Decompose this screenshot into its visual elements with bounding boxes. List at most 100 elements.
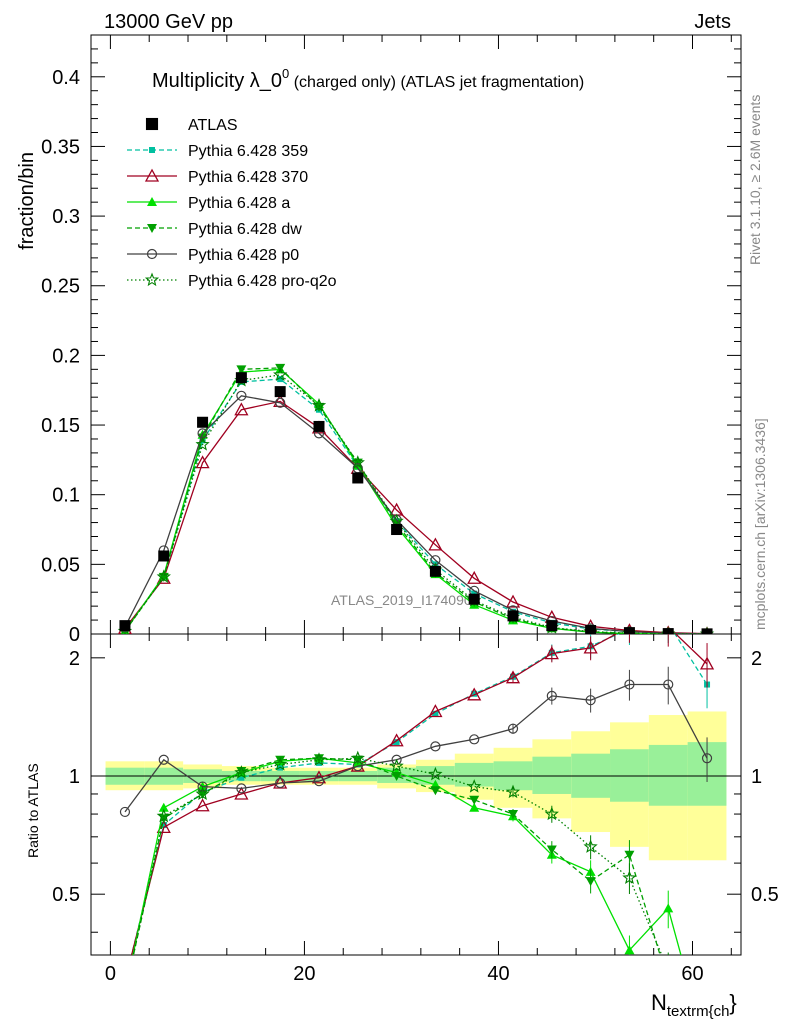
atlas-data-point [313, 420, 325, 432]
series-5-ratio-point [467, 779, 482, 793]
legend-marker [147, 197, 157, 206]
series-1-ratio-line [130, 634, 708, 955]
ratio-band-inner [416, 766, 455, 785]
y-tick-label: 0 [69, 624, 80, 646]
ratio-tick-label-left: 0.5 [52, 884, 80, 906]
series-4-ratio-point [158, 754, 169, 765]
ratio-band-inner [610, 749, 649, 802]
series-3-ratio-line [132, 757, 661, 955]
series-1-ratio-point [195, 798, 210, 812]
series-1-main-point [467, 570, 482, 584]
series-2-ratio-point [158, 802, 169, 812]
series-5-ratio-point [583, 839, 598, 853]
series-3-ratio-point [624, 850, 635, 860]
mcplots-label: mcplots.cern.ch [arXiv:1306.3436] [752, 418, 768, 630]
atlas-data-point [197, 416, 209, 428]
series-4-ratio-point [507, 723, 519, 734]
series-5-main-point [311, 397, 327, 412]
atlas-data-point [391, 524, 403, 536]
series-5-ratio-point [195, 786, 210, 801]
y-tick-label: 0.4 [52, 67, 80, 89]
legend-marker [147, 224, 157, 233]
series-0-ratio-point [471, 690, 478, 697]
series-4-ratio-point [663, 679, 674, 690]
series-0-ratio-point [393, 739, 400, 746]
ratio-y-axis-label: Ratio to ATLAS [25, 763, 41, 858]
legend-marker [144, 272, 160, 287]
ratio-band-inner [532, 756, 572, 794]
chart-title: Multiplicity λ_00 (charged only) (ATLAS … [152, 66, 584, 92]
legend-marker [146, 248, 158, 260]
series-5-main-point [195, 437, 210, 451]
series-0-main-point [277, 376, 284, 383]
series-4-main-line [124, 395, 708, 634]
ratio-band-inner [454, 762, 494, 787]
series-5-main-line [124, 374, 708, 634]
y-tick-label: 0.2 [52, 345, 80, 367]
series-4-ratio-point [275, 777, 286, 789]
series-1-main-point [195, 455, 210, 469]
series-1-main-point [234, 402, 249, 416]
atlas-data-point [274, 386, 286, 398]
series-3-ratio-point [546, 845, 557, 855]
series-1-main-line [124, 400, 708, 634]
ratio-plot-frame [90, 633, 742, 956]
series-3-main-point [236, 365, 247, 375]
series-2-ratio-point [663, 903, 674, 913]
series-1-main-point [428, 537, 443, 551]
series-3-ratio-point [275, 755, 286, 765]
series-3-ratio-point [236, 766, 247, 776]
series-1-ratio-point [544, 646, 559, 660]
legend-label: Pythia 6.428 370 [188, 169, 308, 186]
legend-label: Pythia 6.428 p0 [188, 247, 299, 264]
ratio-tick-label-right: 1 [751, 766, 762, 788]
series-1-ratio-point [428, 704, 443, 718]
chart-title-suffix: (charged only) (ATLAS jet fragmentation) [289, 74, 584, 91]
series-5-main-point [350, 455, 365, 469]
x-tick-label: 40 [487, 963, 509, 985]
atlas-data-point [507, 610, 519, 622]
series-3-main-point [313, 402, 324, 412]
series-4-ratio-point [701, 753, 713, 764]
y-tick-label: 0.1 [52, 485, 80, 507]
y-tick-label: 0.15 [41, 415, 80, 437]
series-0-ratio-point [432, 710, 439, 717]
series-5-ratio-point [505, 784, 521, 799]
series-2-ratio-line [132, 757, 682, 955]
series-1-ratio-point [119, 975, 131, 986]
series-0-main-line [124, 378, 708, 634]
series-5-main-point [156, 569, 171, 583]
chart-title-main: Multiplicity λ_0 [152, 70, 282, 92]
series-5-ratio-point [273, 756, 288, 771]
series-0-ratio-point [160, 822, 167, 829]
legend-label: Pythia 6.428 pro-q2o [188, 273, 337, 290]
series-3-ratio-point [120, 989, 130, 998]
series-4-ratio-point [624, 679, 635, 690]
y-tick-label: 0.25 [41, 276, 80, 298]
ratio-series-layer [119, 634, 715, 998]
series-1-main-point [505, 594, 521, 608]
ratio-tick-label-left: 2 [69, 648, 80, 670]
series-4-ratio-point [197, 781, 208, 792]
ratio-band-inner [648, 744, 688, 806]
atlas-data-point [662, 628, 674, 634]
x-tick-label: 60 [681, 963, 703, 985]
x-axis-label: Ntextrm{ch} [651, 990, 737, 1020]
series-3-ratio-point [430, 786, 441, 796]
series-5-ratio-point [350, 750, 365, 765]
series-4-ratio-point [469, 734, 480, 745]
header-jets-label: Jets [694, 11, 731, 33]
series-4-ratio-point [236, 783, 247, 794]
series-4-ratio-line [124, 683, 708, 813]
legend-label: ATLAS [188, 117, 238, 134]
series-5-ratio-point [544, 806, 559, 821]
y-axis-label: fraction/bin [16, 152, 38, 250]
series-1-ratio-point [156, 819, 171, 833]
header-energy-label: 13000 GeV pp [104, 11, 233, 33]
series-4-ratio-point [430, 741, 441, 752]
ratio-tick-label-left: 1 [69, 766, 80, 788]
legend-label: Pythia 6.428 359 [188, 143, 308, 160]
series-2-ratio-point [120, 988, 130, 997]
y-tick-label: 0.05 [41, 554, 80, 576]
